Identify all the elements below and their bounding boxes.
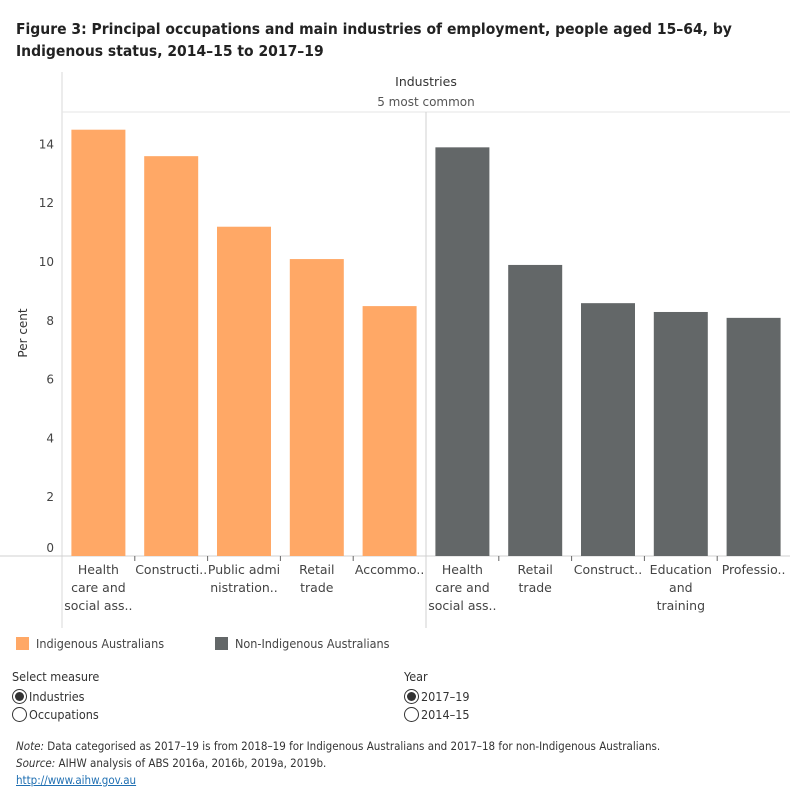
bar [71, 129, 126, 556]
y-tick-label: 14 [39, 137, 54, 151]
legend-label: Non-Indigenous Australians [235, 636, 390, 651]
bar [508, 264, 563, 556]
x-tick-label: Accommo.. [355, 562, 424, 577]
bar [653, 311, 708, 556]
radio-button-selected[interactable] [12, 688, 27, 704]
x-tick-label: Construct.. [574, 562, 643, 577]
radio-button[interactable] [12, 706, 27, 722]
bar [289, 259, 344, 556]
bar [726, 317, 781, 556]
header-label: Industries [395, 74, 457, 89]
legend-label: Indigenous Australians [36, 636, 165, 651]
radio-button[interactable] [404, 706, 419, 722]
x-tick-label: Public admi [208, 562, 280, 577]
bar [144, 156, 199, 556]
x-tick-label: social ass.. [64, 598, 132, 613]
legend-item-indigenous[interactable]: Indigenous Australians [16, 636, 164, 651]
radio-button-selected[interactable] [404, 688, 419, 704]
radio-occupations[interactable]: Occupations [12, 705, 99, 723]
legend-item-non-indigenous[interactable]: Non-Indigenous Australians [215, 636, 390, 651]
x-tick-label: Health [78, 562, 119, 577]
x-tick-label: Health [442, 562, 483, 577]
radio-label: 2014–15 [421, 706, 470, 722]
x-tick-label: nistration.. [210, 580, 278, 595]
x-tick-label: Retail [299, 562, 334, 577]
year-label: Year [404, 669, 428, 684]
radio-2017-19[interactable]: 2017–19 [404, 687, 470, 705]
x-tick-label: Professio.. [722, 562, 786, 577]
x-tick-label: social ass.. [428, 598, 496, 613]
radio-label: 2017–19 [421, 688, 470, 704]
x-tick-label: and [669, 580, 693, 595]
y-tick-label: 0 [46, 541, 54, 555]
legend-swatch [16, 637, 29, 650]
bar [362, 306, 417, 556]
y-tick-label: 6 [46, 373, 54, 387]
measure-selector: Select measure Industries Occupations [12, 669, 99, 723]
measure-label: Select measure [12, 669, 100, 684]
x-tick-label: care and [435, 580, 490, 595]
y-axis-label: Per cent [16, 308, 30, 358]
bar-chart: Industries 5 most common Per cent 0 2 4 6 8 1… [0, 72, 790, 628]
x-tick-label: Constructi.. [135, 562, 207, 577]
x-tick-label: Education [650, 562, 712, 577]
y-tick-label: 12 [39, 196, 54, 210]
aihw-link[interactable]: http://www.aihw.gov.au [16, 773, 137, 787]
x-tick-label: training [657, 598, 705, 613]
x-tick-label: trade [519, 580, 553, 595]
y-tick-label: 10 [39, 255, 54, 269]
radio-industries[interactable]: Industries [12, 687, 99, 705]
bar [435, 147, 490, 556]
notes: Note: Data categorised as 2017–19 is fro… [16, 738, 660, 789]
source-line: Source: AIHW analysis of ABS 2016a, 2016… [16, 756, 327, 770]
x-tick-label: care and [71, 580, 126, 595]
year-selector: Year 2017–19 2014–15 [404, 669, 470, 723]
chart-title: Figure 3: Principal occupations and main… [16, 20, 732, 60]
x-tick-label: Retail [518, 562, 553, 577]
bar [581, 303, 635, 556]
bar [217, 226, 271, 556]
radio-label: Industries [29, 688, 85, 704]
note-line: Note: Data categorised as 2017–19 is fro… [16, 739, 661, 753]
subheader-label: 5 most common [377, 95, 475, 109]
legend-swatch [215, 637, 228, 650]
y-tick-label: 8 [46, 314, 54, 328]
y-tick-label: 2 [46, 490, 54, 504]
y-tick-label: 4 [46, 431, 54, 445]
x-tick-label: trade [300, 580, 334, 595]
radio-label: Occupations [29, 706, 99, 722]
radio-2014-15[interactable]: 2014–15 [404, 705, 470, 723]
